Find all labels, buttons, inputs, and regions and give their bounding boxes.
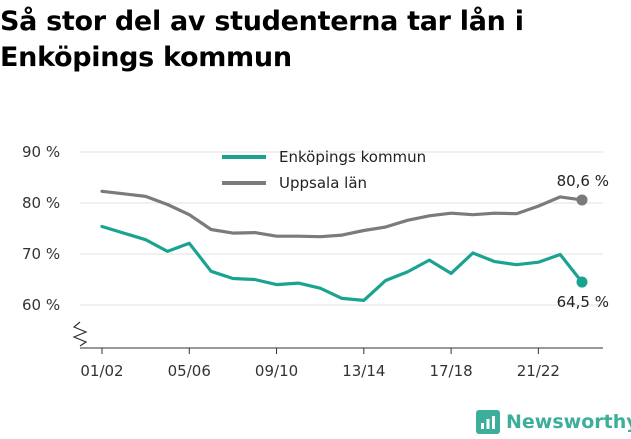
chart-title-line-2: Enköpings kommun [0,42,292,73]
x-tick-label: 05/06 [168,362,211,380]
y-tick-label: 70 % [22,245,60,263]
legend-label: Enköpings kommun [279,148,426,166]
x-tick-label: 13/14 [342,362,385,380]
series-end-point [576,276,588,288]
gridlines [80,151,603,306]
axis-break-icon [72,321,88,347]
logo-text: Newsworthy [506,411,631,433]
series-lines: 80,6 % 64,5 % [100,172,609,311]
series-end-point [576,194,588,206]
x-tick-label: 17/18 [429,362,472,380]
y-tick-label: 60 % [22,296,60,314]
series-end-label: 64,5 % [557,293,609,311]
x-axis [72,321,603,349]
legend: Enköpings kommun Uppsala län [222,148,426,192]
x-axis-tick-labels: 01/02 05/06 09/10 13/14 17/18 21/22 [80,348,560,380]
newsworthy-logo: Newsworthy [476,408,631,436]
series-line [100,189,584,239]
series-end-label: 80,6 % [557,172,609,190]
x-tick-label: 09/10 [255,362,298,380]
bar-chart-icon [476,410,500,434]
y-axis-tick-labels: 60 % 70 % 80 % 90 % [22,143,60,314]
x-tick-label: 01/02 [80,362,123,380]
chart-title-line-1: Så stor del av studenterna tar lån i [0,6,524,37]
y-tick-label: 90 % [22,143,60,161]
chart-title: Så stor del av studenterna tar lån i Enk… [0,4,625,76]
y-tick-label: 80 % [22,194,60,212]
series-line [100,224,584,302]
x-tick-label: 21/22 [517,362,560,380]
legend-label: Uppsala län [279,174,367,192]
